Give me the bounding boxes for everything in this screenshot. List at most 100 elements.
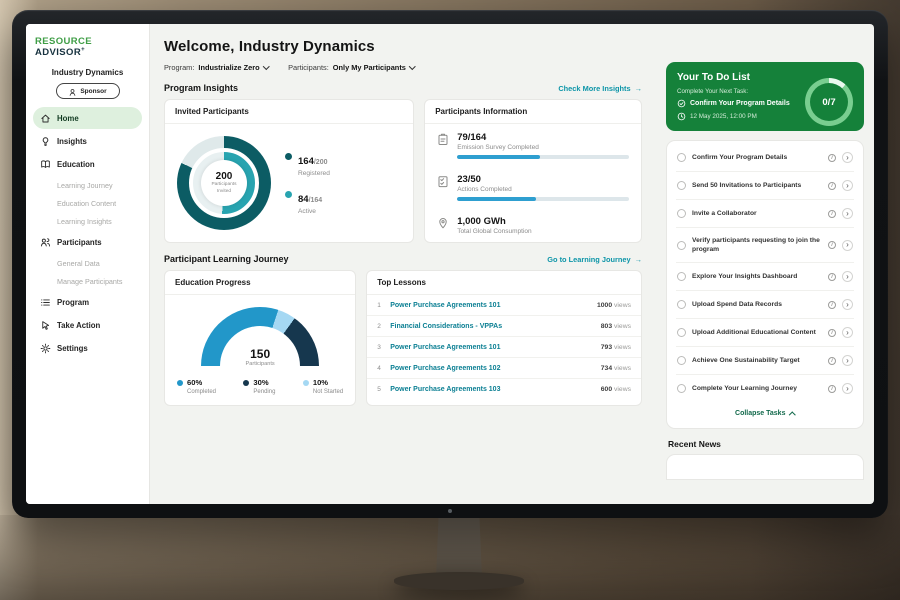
chevron-right-icon[interactable]: ›	[842, 383, 853, 395]
sidebar-item-insights[interactable]: Insights	[33, 130, 142, 152]
program-filter-dropdown[interactable]: Program: Industrialize Zero	[164, 62, 270, 72]
lesson-title-link[interactable]: Power Purchase Agreements 102	[390, 364, 501, 372]
chevron-right-icon[interactable]: ›	[842, 152, 853, 163]
sponsor-badge[interactable]: Sponsor	[55, 83, 120, 100]
education-progress-card: Education Progress 150 Participants	[164, 270, 357, 406]
chevron-right-icon[interactable]: ›	[842, 180, 853, 191]
lesson-row[interactable]: 2 Financial Considerations - VPPAs 803 v…	[367, 316, 641, 337]
chevron-down-icon	[262, 62, 270, 70]
info-icon[interactable]: i	[828, 272, 836, 281]
due-date-label: 12 May 2025, 12:00 PM	[690, 113, 757, 120]
stat-emission-survey: 79/164 Emission Survey Completed	[425, 124, 641, 166]
lesson-rank: 1	[377, 301, 381, 309]
book-icon	[40, 159, 51, 170]
legend-dot	[243, 379, 250, 386]
task-label: Upload Additional Educational Content	[692, 329, 816, 337]
todo-task-row[interactable]: Send 50 Invitations to Participants i ›	[676, 172, 854, 200]
sidebar-item-learning-journey[interactable]: Learning Journey	[57, 180, 113, 190]
chevron-right-icon[interactable]: ›	[842, 355, 853, 367]
sidebar-item-label: Program	[57, 297, 90, 307]
task-checkbox[interactable]	[677, 181, 686, 190]
lesson-views: 600 views	[600, 385, 631, 393]
task-checkbox[interactable]	[677, 356, 686, 366]
page-title: Welcome, Industry Dynamics	[164, 38, 375, 55]
task-checkbox[interactable]	[677, 300, 686, 310]
task-label: Complete Your Learning Journey	[692, 385, 797, 393]
info-icon[interactable]: i	[828, 241, 836, 250]
stat-value: 1,000 GWh	[457, 216, 506, 227]
sidebar-item-settings[interactable]: Settings	[33, 337, 142, 359]
sidebar-item-general-data[interactable]: General Data	[57, 258, 100, 268]
legend-value: 84	[298, 194, 309, 205]
app-logo[interactable]: RESOURCE ADVISOR+	[33, 34, 142, 64]
sidebar-item-take-action[interactable]: Take Action	[33, 314, 142, 336]
arrow-right-icon: →	[634, 83, 642, 93]
card-title: Top Lessons	[367, 271, 641, 295]
logo-superscript: +	[81, 47, 85, 53]
monitor-stand-base	[394, 572, 524, 590]
lesson-title-link[interactable]: Power Purchase Agreements 101	[390, 301, 501, 309]
info-icon[interactable]: i	[828, 153, 836, 162]
lesson-row[interactable]: 1 Power Purchase Agreements 101 1000 vie…	[367, 295, 641, 316]
lesson-views: 803 views	[600, 322, 631, 330]
todo-task-row[interactable]: Verify participants requesting to join t…	[676, 228, 854, 264]
go-to-learning-journey-link[interactable]: Go to Learning Journey →	[547, 255, 642, 264]
participants-filter-dropdown[interactable]: Participants: Only My Participants	[288, 62, 416, 72]
chevron-right-icon[interactable]: ›	[842, 327, 853, 339]
next-task[interactable]: Confirm Your Program Details	[677, 99, 853, 108]
sidebar-item-education-content[interactable]: Education Content	[57, 198, 117, 208]
stat-label: Actions Completed	[457, 186, 512, 193]
filter-value: Industrialize Zero	[198, 63, 260, 72]
todo-task-row[interactable]: Achieve One Sustainability Target i ›	[676, 347, 854, 376]
sidebar-item-learning-insights[interactable]: Learning Insights	[57, 216, 112, 226]
chevron-right-icon[interactable]: ›	[842, 271, 853, 283]
link-label: Go to Learning Journey	[547, 254, 631, 264]
chevron-right-icon[interactable]: ›	[842, 208, 853, 219]
lesson-row[interactable]: 4 Power Purchase Agreements 102 734 view…	[367, 358, 641, 379]
todo-subtitle: Complete Your Next Task:	[677, 88, 749, 95]
info-icon[interactable]: i	[828, 356, 836, 365]
stat-label: Emission Survey Completed	[457, 144, 539, 151]
sidebar-item-education[interactable]: Education	[33, 153, 142, 175]
info-icon[interactable]: i	[828, 384, 836, 393]
progress-bar	[457, 155, 629, 159]
lesson-row[interactable]: 5 Power Purchase Agreements 103 600 view…	[367, 379, 641, 399]
sidebar-item-home[interactable]: Home	[33, 107, 142, 130]
checklist-icon	[437, 175, 449, 188]
todo-task-row[interactable]: Explore Your Insights Dashboard i ›	[676, 263, 854, 292]
task-checkbox[interactable]	[677, 272, 686, 282]
task-checkbox[interactable]	[677, 384, 686, 394]
info-icon[interactable]: i	[828, 300, 836, 309]
task-checkbox[interactable]	[677, 209, 686, 218]
todo-task-row[interactable]: Invite a Collaborator i ›	[676, 200, 854, 228]
legend-label: Not Started	[312, 389, 344, 395]
todo-task-row[interactable]: Confirm Your Program Details i ›	[676, 144, 854, 172]
todo-panel: Your To Do List Complete Your Next Task:…	[656, 24, 874, 504]
todo-task-row[interactable]: Upload Spend Data Records i ›	[676, 291, 854, 320]
info-icon[interactable]: i	[828, 328, 836, 337]
collapse-tasks-link[interactable]: Collapse Tasks	[676, 402, 854, 422]
check-more-insights-link[interactable]: Check More Insights →	[558, 84, 642, 93]
lesson-title-link[interactable]: Power Purchase Agreements 101	[390, 343, 501, 351]
chevron-right-icon[interactable]: ›	[842, 239, 853, 251]
task-checkbox[interactable]	[677, 328, 686, 338]
lesson-title-link[interactable]: Power Purchase Agreements 103	[390, 385, 501, 393]
task-checkbox[interactable]	[677, 240, 686, 250]
chevron-right-icon[interactable]: ›	[842, 299, 853, 311]
monitor-bezel: RESOURCE ADVISOR+ Industry Dynamics Spon…	[12, 10, 888, 518]
todo-task-row[interactable]: Complete Your Learning Journey i ›	[676, 375, 854, 402]
org-name: Industry Dynamics	[51, 68, 124, 78]
legend-dot	[302, 379, 309, 386]
sidebar-item-manage-participants[interactable]: Manage Participants	[57, 276, 123, 286]
task-checkbox[interactable]	[677, 153, 686, 162]
todo-task-row[interactable]: Upload Additional Educational Content i …	[676, 319, 854, 348]
lesson-title-link[interactable]: Financial Considerations - VPPAs	[390, 322, 503, 330]
task-label: Upload Spend Data Records	[692, 301, 782, 309]
monitor-stand-neck	[436, 512, 482, 578]
sidebar-item-participants[interactable]: Participants	[33, 231, 142, 253]
lesson-row[interactable]: 3 Power Purchase Agreements 101 793 view…	[367, 337, 641, 358]
sidebar-item-program[interactable]: Program	[33, 291, 142, 313]
info-icon[interactable]: i	[828, 209, 836, 218]
list-icon	[40, 297, 51, 308]
info-icon[interactable]: i	[828, 181, 836, 190]
